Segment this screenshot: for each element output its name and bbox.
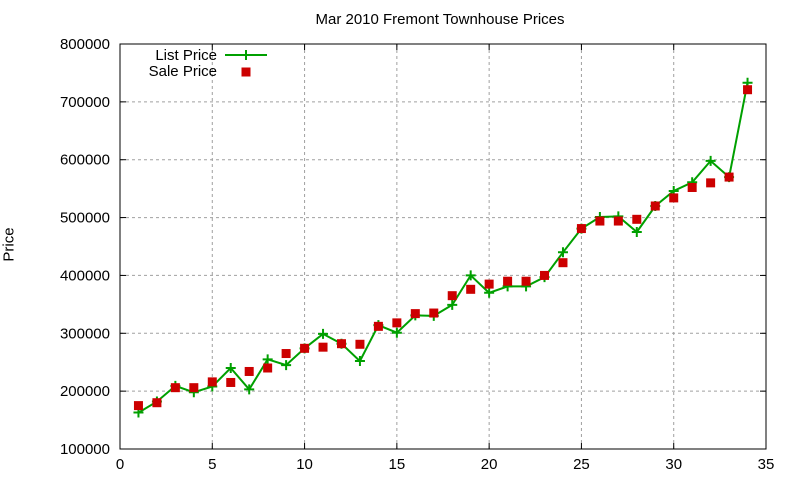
x-tick-label: 30 bbox=[665, 456, 682, 473]
sale-price-point-icon bbox=[521, 276, 531, 286]
sale-price-point-icon bbox=[152, 398, 162, 408]
sale-price-point-icon bbox=[429, 308, 439, 318]
sale-price-point-icon bbox=[466, 284, 476, 294]
sale-price-point-icon bbox=[447, 291, 457, 301]
list-price-point-icon bbox=[447, 299, 458, 310]
x-tick-label: 25 bbox=[573, 456, 590, 473]
sale-price-point-icon bbox=[576, 224, 586, 234]
sale-price-point-icon bbox=[226, 377, 236, 387]
grid-lines bbox=[120, 44, 766, 449]
sale-price-point-icon bbox=[669, 193, 679, 203]
sale-price-point-icon bbox=[244, 366, 254, 376]
sale-price-point-icon bbox=[540, 270, 550, 280]
sale-price-point-icon bbox=[484, 279, 494, 289]
list-price-line bbox=[137, 82, 749, 414]
sale-price-point-icon bbox=[263, 363, 273, 373]
y-tick-label: 500000 bbox=[60, 210, 110, 227]
y-tick-label: 700000 bbox=[60, 94, 110, 111]
list-price-point-icon bbox=[244, 384, 255, 395]
sale-price-point-icon bbox=[133, 401, 143, 411]
sale-price-point-icon bbox=[189, 383, 199, 393]
y-tick-label: 400000 bbox=[60, 267, 110, 284]
x-axis: 0 5 10 15 20 25 30 35 bbox=[116, 44, 775, 473]
list-price-point-icon bbox=[225, 363, 236, 373]
data-series bbox=[133, 77, 753, 418]
plot-border bbox=[119, 43, 767, 450]
sale-price-point-icon bbox=[336, 339, 346, 349]
list-price-point-icon bbox=[281, 360, 292, 371]
sale-price-point-icon bbox=[558, 258, 568, 268]
y-axis: 100000 200000 300000 400000 500000 600000 7000… bbox=[60, 36, 766, 458]
y-tick-label: 800000 bbox=[60, 36, 110, 53]
sale-price-point-icon bbox=[373, 321, 383, 331]
y-tick-label: 300000 bbox=[60, 325, 110, 342]
y-tick-label: 600000 bbox=[60, 152, 110, 169]
legend-label-sale-price: Sale Price bbox=[149, 63, 217, 80]
sale-price-point-icon bbox=[687, 182, 697, 192]
sale-price-point-icon bbox=[392, 318, 402, 328]
y-tick-label: 200000 bbox=[60, 383, 110, 400]
legend-square-icon bbox=[241, 67, 251, 77]
sale-price-point-icon bbox=[318, 342, 328, 352]
sale-price-point-icon bbox=[724, 172, 734, 182]
list-price-point-icon bbox=[484, 287, 495, 298]
x-tick-label: 20 bbox=[481, 456, 498, 473]
sale-price-point-icon bbox=[410, 309, 420, 319]
sale-price-point-icon bbox=[595, 216, 605, 226]
sale-price-point-icon bbox=[650, 201, 660, 211]
list-price-point-icon bbox=[262, 354, 273, 365]
sale-price-point-icon bbox=[503, 276, 513, 286]
sale-price-point-icon bbox=[613, 216, 623, 226]
list-price-point-icon bbox=[391, 327, 402, 338]
y-tick-label: 100000 bbox=[60, 441, 110, 458]
x-tick-label: 35 bbox=[758, 456, 775, 473]
list-price-point-icon bbox=[318, 328, 329, 339]
sale-price-point-icon bbox=[207, 377, 217, 387]
x-tick-label: 5 bbox=[208, 456, 216, 473]
list-price-point-icon bbox=[354, 356, 365, 367]
sale-price-point-icon bbox=[281, 349, 291, 359]
x-tick-label: 0 bbox=[116, 456, 124, 473]
legend-cross-icon bbox=[241, 50, 251, 60]
sale-price-point-icon bbox=[706, 178, 716, 188]
x-tick-label: 10 bbox=[296, 456, 313, 473]
list-price-point-icon bbox=[557, 247, 568, 258]
list-price-point-icon bbox=[631, 227, 642, 238]
sale-price-point-icon bbox=[632, 214, 642, 224]
sale-price-point-icon bbox=[743, 85, 753, 95]
sale-price-point-icon bbox=[355, 339, 365, 349]
list-price-point-icon bbox=[705, 155, 716, 166]
legend-label-list-price: List Price bbox=[155, 47, 217, 64]
chart-title: Mar 2010 Fremont Townhouse Prices bbox=[315, 11, 565, 28]
x-tick-label: 15 bbox=[389, 456, 406, 473]
sale-price-point-icon bbox=[300, 343, 310, 353]
list-price-point-icon bbox=[465, 270, 476, 281]
sale-price-point-icon bbox=[170, 383, 180, 393]
